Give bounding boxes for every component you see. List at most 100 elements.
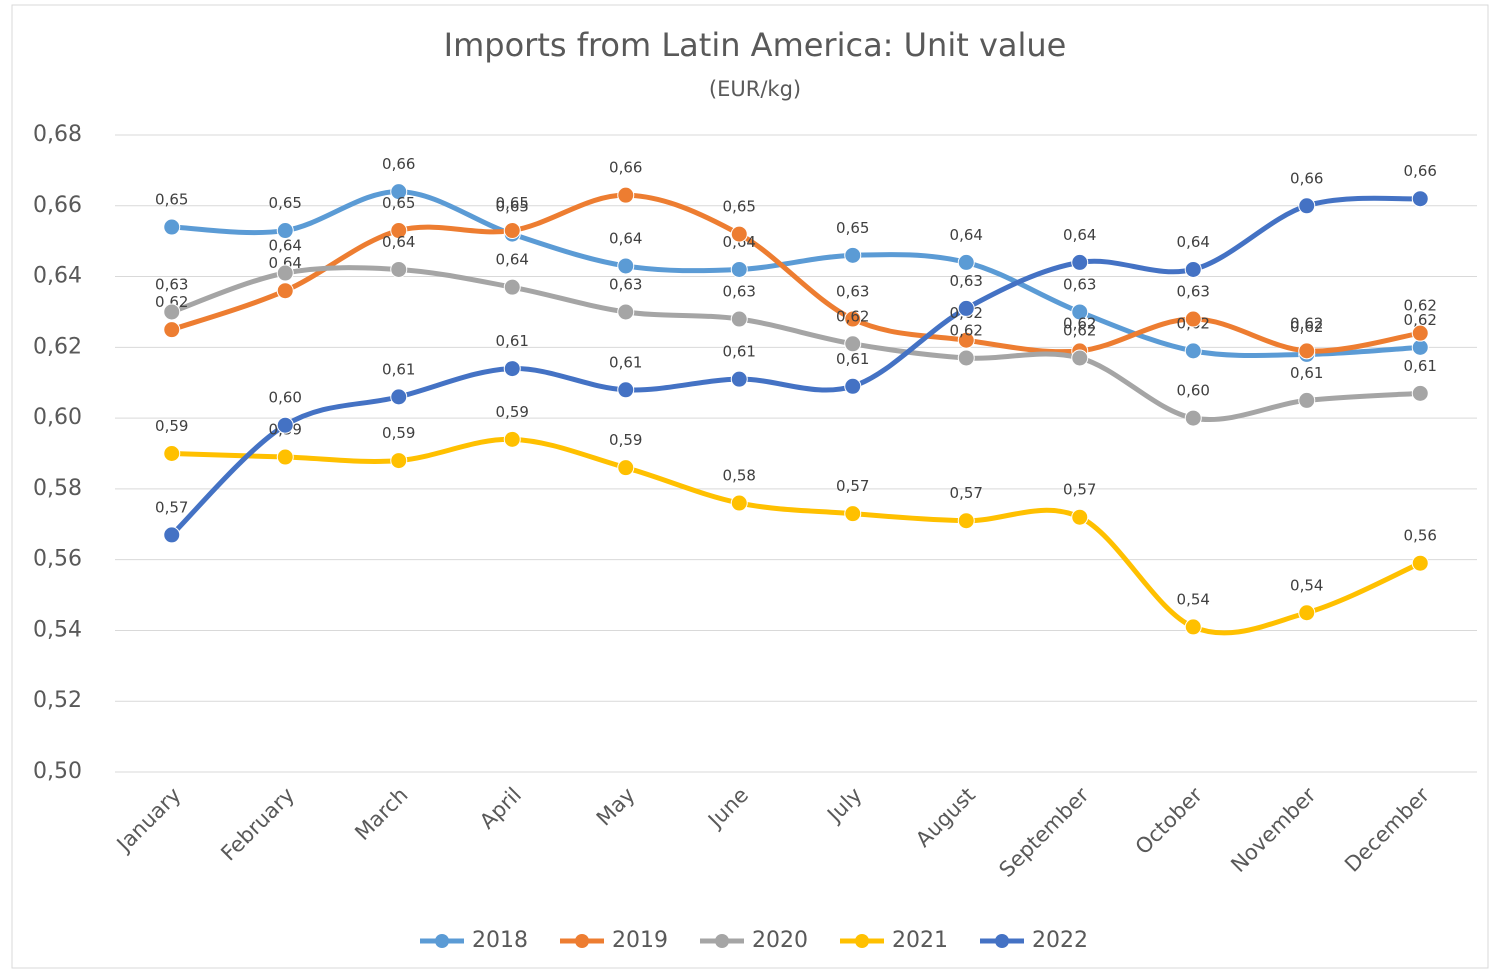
data-point <box>163 526 181 544</box>
data-label: 0,66 <box>609 159 642 177</box>
legend-label: 2022 <box>1032 928 1088 953</box>
y-tick-label: 0,58 <box>33 476 82 501</box>
data-point <box>1071 253 1089 271</box>
data-point <box>1411 338 1429 356</box>
data-point <box>163 218 181 236</box>
data-label: 0,61 <box>1404 357 1437 375</box>
data-label: 0,57 <box>1063 481 1096 499</box>
data-label: 0,64 <box>269 254 302 272</box>
series-line <box>169 265 1423 422</box>
data-label: 0,56 <box>1404 527 1437 545</box>
data-point <box>276 282 294 300</box>
data-point <box>617 303 635 321</box>
legend-marker <box>575 934 589 948</box>
legend-label: 2018 <box>472 928 528 953</box>
data-point <box>390 183 408 201</box>
data-label: 0,63 <box>155 275 188 293</box>
data-label: 0,59 <box>496 403 529 421</box>
data-point <box>163 445 181 462</box>
data-label: 0,63 <box>1177 283 1210 301</box>
data-point <box>730 370 748 388</box>
data-label: 0,61 <box>496 332 529 350</box>
data-point <box>1184 260 1202 278</box>
chart-border <box>11 4 1489 969</box>
data-label: 0,61 <box>1290 364 1323 382</box>
data-point <box>1184 618 1202 636</box>
data-point <box>1184 310 1202 328</box>
data-point <box>844 335 862 353</box>
legend-label: 2019 <box>612 928 668 953</box>
data-label: 0,66 <box>1404 162 1437 180</box>
data-point <box>163 303 181 321</box>
y-tick-label: 0,62 <box>33 334 82 359</box>
data-label: 0,65 <box>723 198 756 216</box>
data-point <box>617 381 635 399</box>
legend-marker <box>715 934 729 948</box>
data-point <box>957 349 975 367</box>
data-point <box>957 512 975 530</box>
data-label: 0,66 <box>1290 169 1323 187</box>
legend-marker <box>855 934 869 948</box>
data-point <box>617 186 635 204</box>
y-tick-label: 0,64 <box>33 264 82 289</box>
data-point <box>957 331 975 349</box>
data-label: 0,63 <box>723 283 756 301</box>
data-label: 0,66 <box>382 155 415 173</box>
data-point <box>503 278 521 296</box>
data-label: 0,62 <box>1290 318 1323 336</box>
data-label: 0,62 <box>1404 311 1437 329</box>
data-label: 0,62 <box>836 307 869 325</box>
data-point <box>503 430 521 448</box>
data-point <box>390 388 408 406</box>
data-label: 0,65 <box>496 198 529 216</box>
data-label: 0,64 <box>496 251 529 269</box>
data-point <box>730 494 748 512</box>
data-point <box>730 260 748 278</box>
data-point <box>390 452 408 470</box>
data-point <box>276 448 294 466</box>
y-tick-label: 0,50 <box>33 759 82 784</box>
data-point <box>1184 342 1202 360</box>
data-label: 0,61 <box>723 343 756 361</box>
data-point <box>617 257 635 275</box>
data-point <box>503 222 521 240</box>
data-label: 0,54 <box>1177 590 1210 608</box>
legend-label: 2020 <box>752 928 808 953</box>
data-point <box>844 377 862 395</box>
data-label: 0,63 <box>836 283 869 301</box>
data-label: 0,64 <box>609 229 642 247</box>
data-point <box>390 222 408 240</box>
data-point <box>957 253 975 271</box>
data-point <box>844 246 862 264</box>
data-point <box>276 416 294 434</box>
data-label: 0,63 <box>950 272 983 290</box>
data-point <box>1411 190 1429 208</box>
data-label: 0,62 <box>1404 297 1437 315</box>
data-label: 0,64 <box>1063 226 1096 244</box>
data-label: 0,62 <box>1063 321 1096 339</box>
data-label: 0,65 <box>155 191 188 209</box>
data-point <box>1071 508 1089 526</box>
data-label: 0,58 <box>723 467 756 485</box>
data-label: 0,59 <box>382 424 415 442</box>
data-label: 0,65 <box>496 194 529 212</box>
y-tick-label: 0,54 <box>33 617 82 642</box>
data-label: 0,57 <box>950 484 983 502</box>
data-point <box>276 222 294 240</box>
data-point <box>1411 554 1429 572</box>
data-label: 0,59 <box>155 417 188 435</box>
data-label: 0,64 <box>1177 233 1210 251</box>
data-label: 0,57 <box>836 477 869 495</box>
data-point <box>844 310 862 328</box>
data-label: 0,64 <box>382 233 415 251</box>
series-line <box>169 195 1423 538</box>
data-label: 0,64 <box>950 226 983 244</box>
data-point <box>1411 384 1429 402</box>
data-point <box>1411 324 1429 342</box>
chart-title: Imports from Latin America: Unit value <box>444 26 1067 64</box>
data-point <box>844 505 862 523</box>
data-point <box>276 264 294 282</box>
data-point <box>1298 342 1316 360</box>
data-point <box>163 321 181 339</box>
